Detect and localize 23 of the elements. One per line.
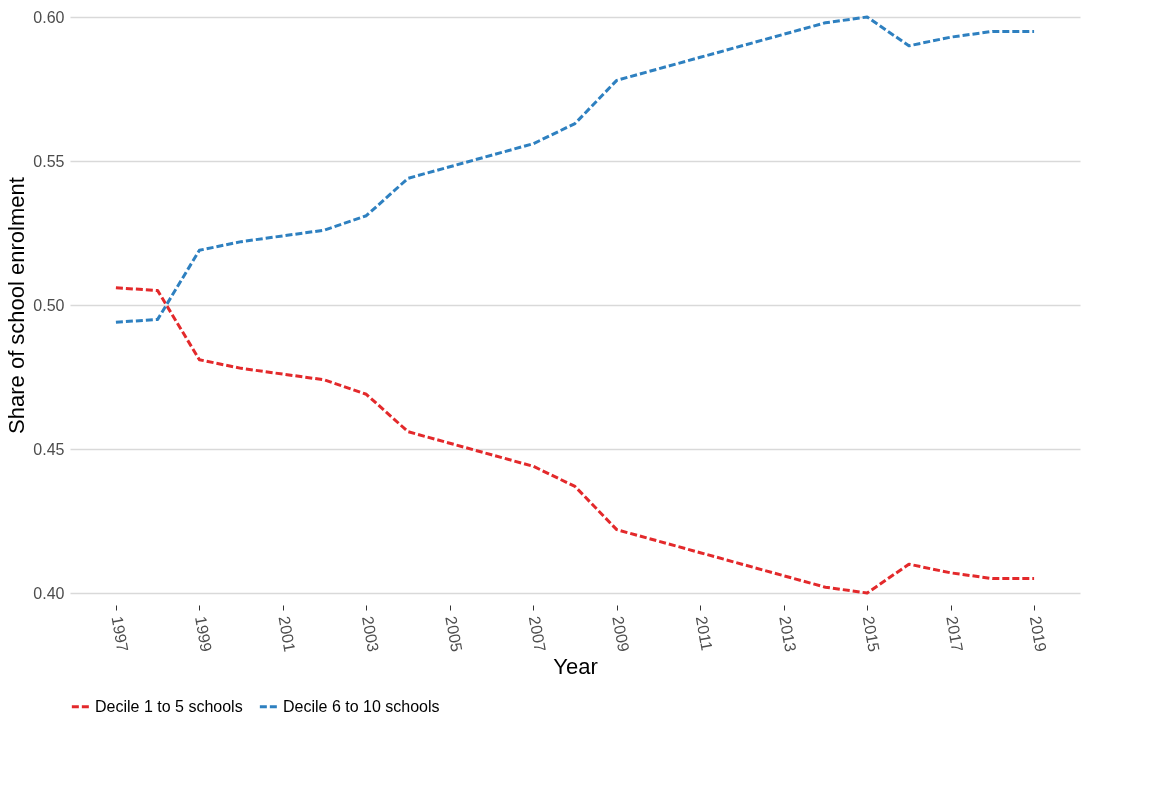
y-tick-label: 0.40 xyxy=(33,584,65,602)
y-tick-label: 0.45 xyxy=(33,440,65,458)
x-tick-label: 2001 xyxy=(275,614,299,654)
x-tick-label: 1999 xyxy=(192,614,215,654)
y-tick-label: 0.50 xyxy=(33,296,65,314)
x-tick-label: 2011 xyxy=(692,614,716,652)
x-tick-label: 2005 xyxy=(442,614,466,654)
x-tick-label: 2009 xyxy=(609,614,633,654)
x-tick-label: 1997 xyxy=(108,614,132,654)
y-tick-label: 0.60 xyxy=(33,8,65,26)
x-tick-label: 2007 xyxy=(525,614,549,654)
x-tick-label: 2003 xyxy=(358,614,382,654)
line-series xyxy=(114,15,1036,324)
x-axis-title: Year xyxy=(553,653,598,679)
x-tick-label: 2013 xyxy=(776,614,800,654)
x-tick-label: 2017 xyxy=(943,614,967,654)
legend-label: Decile 1 to 5 schools xyxy=(95,697,243,715)
x-tick-label: 2019 xyxy=(1026,614,1050,654)
x-tick-label: 2015 xyxy=(859,614,883,654)
y-tick-label: 0.55 xyxy=(33,152,65,170)
y-axis-title: Share of school enrolment xyxy=(4,177,30,434)
line-series xyxy=(114,286,1036,595)
legend-label: Decile 6 to 10 schools xyxy=(283,697,440,715)
